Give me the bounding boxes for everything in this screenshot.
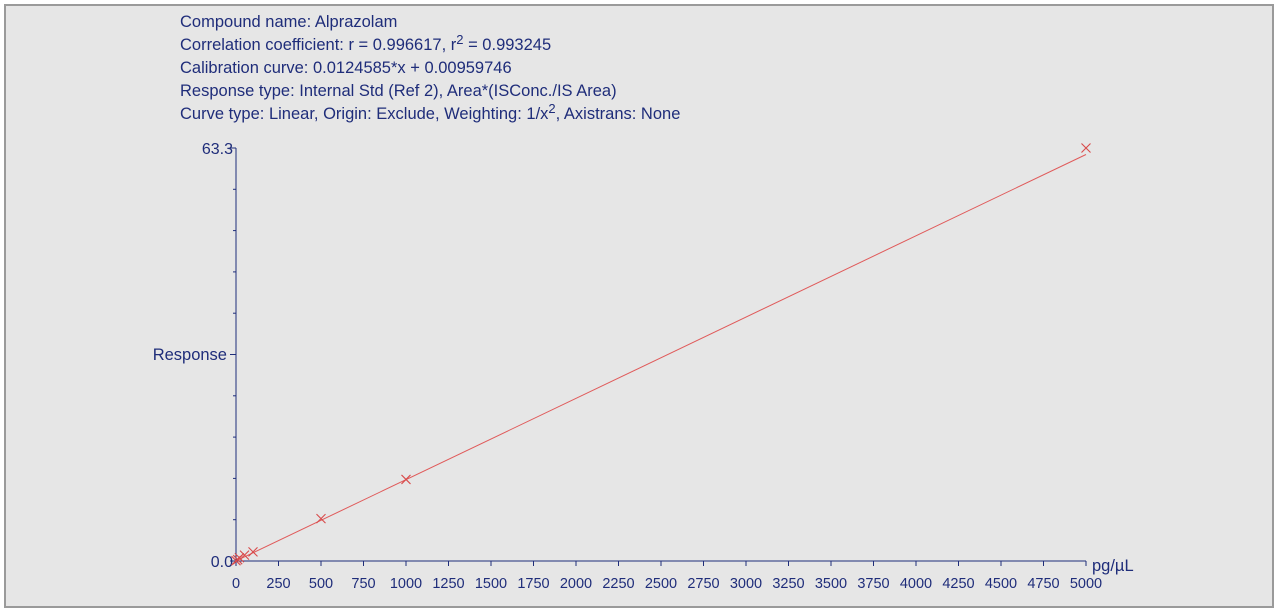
x-tick-label: 2000 <box>560 576 592 592</box>
data-point-marker <box>1081 143 1091 153</box>
chart-frame <box>4 4 1274 608</box>
x-tick-label: 5000 <box>1070 576 1102 592</box>
correlation-line: Correlation coefficient: r = 0.996617, r… <box>180 32 680 57</box>
response-type-value: Internal Std (Ref 2), Area*(ISConc./IS A… <box>299 82 617 100</box>
x-tick-label: 2250 <box>602 576 634 592</box>
x-tick-label: 2500 <box>645 576 677 592</box>
x-tick-label: 1750 <box>517 576 549 592</box>
data-point-marker <box>239 550 250 561</box>
correlation-r: r = 0.996617, <box>348 36 447 54</box>
calibration-label: Calibration curve: <box>180 59 309 77</box>
x-axis-label: pg/µL <box>1092 557 1134 575</box>
chart-layer: 0.0 63.3 0 250 500 750 1000 1250 1500 1750 2000 225… <box>202 141 1102 592</box>
correlation-r2-value: = 0.993245 <box>463 36 552 54</box>
curve-type-exponent: 2 <box>548 101 556 116</box>
x-tick-label: 3500 <box>815 576 847 592</box>
curve-type-line: Curve type: Linear, Origin: Exclude, Wei… <box>180 101 681 126</box>
x-tick-label: 0 <box>232 576 240 592</box>
correlation-r2-exponent: 2 <box>456 32 464 47</box>
x-tick-label: 4500 <box>985 576 1017 592</box>
x-tick-label: 1500 <box>475 576 507 592</box>
data-point-marker <box>401 474 411 485</box>
x-tick-label: 4750 <box>1027 576 1059 592</box>
response-type-label: Response type: <box>180 82 295 100</box>
x-tick-label: 250 <box>266 576 290 592</box>
correlation-label: Correlation coefficient: <box>180 36 344 54</box>
y-tick-label: 63.3 <box>202 141 233 158</box>
x-tick-label: 750 <box>351 576 375 592</box>
x-tick-label: 4250 <box>942 576 974 592</box>
data-point-marker <box>234 552 245 563</box>
calibration-value: 0.0124585*x + 0.00959746 <box>312 59 512 77</box>
x-tick-label: 2750 <box>687 576 719 592</box>
calibration-curve-line <box>235 154 1087 562</box>
curve-type-label: Curve type: <box>180 105 265 123</box>
data-point-marker <box>316 513 326 524</box>
x-tick-label: 3250 <box>772 576 804 592</box>
x-tick-label: 1250 <box>432 576 464 592</box>
x-tick-label: 3750 <box>857 576 889 592</box>
y-tick-label: 0.0 <box>211 554 233 571</box>
curve-type-value-1: Linear, Origin: Exclude, Weighting: 1/x <box>268 105 549 123</box>
calibration-info: Compound name: Alprazolam Correlation co… <box>180 11 680 126</box>
calibration-line: Calibration curve: 0.0124585*x + 0.00959… <box>180 57 680 80</box>
compound-label: Compound name: <box>180 13 312 31</box>
x-tick-label: 500 <box>309 576 333 592</box>
x-tick-label: 4000 <box>900 576 932 592</box>
response-type-line: Response type: Internal Std (Ref 2), Are… <box>180 80 680 103</box>
compound-line: Compound name: Alprazolam <box>180 11 680 34</box>
data-point-marker <box>248 546 258 557</box>
correlation-r2-prefix: r <box>450 36 457 54</box>
compound-value: Alprazolam <box>314 13 398 31</box>
curve-type-value-2: , Axistrans: None <box>555 105 681 123</box>
y-axis-label: Response <box>153 346 227 364</box>
x-tick-label: 1000 <box>390 576 422 592</box>
x-tick-label: 3000 <box>730 576 762 592</box>
